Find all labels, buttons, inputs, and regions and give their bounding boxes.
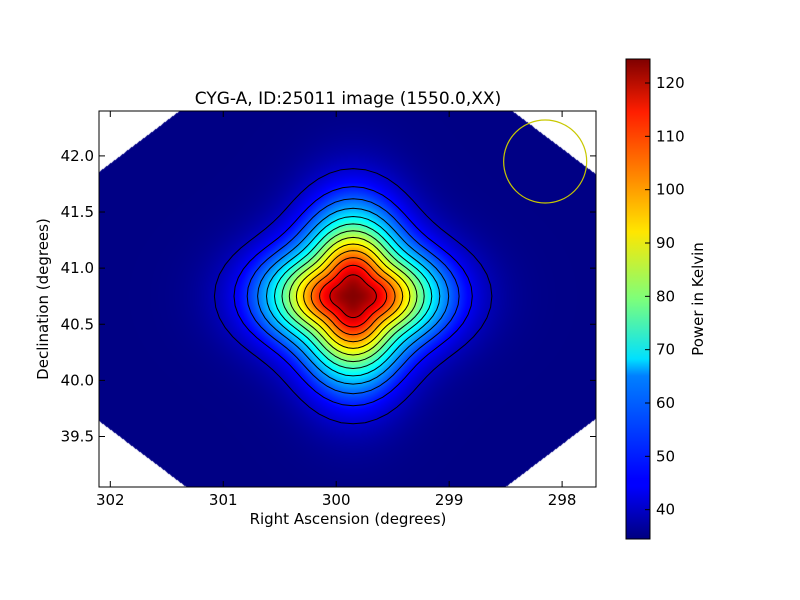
colorbar-gradient	[625, 58, 651, 540]
contour-line	[233, 186, 473, 407]
y-tick-label: 40.5	[61, 315, 94, 333]
colorbar-tick-label: 120	[656, 74, 685, 92]
contour-lines	[213, 168, 493, 425]
x-axis-label: Right Ascension (degrees)	[250, 510, 447, 528]
colorbar-label: Power in Kelvin	[689, 242, 707, 356]
y-tick-label: 41.5	[61, 203, 94, 221]
chart-title: CYG-A, ID:25011 image (1550.0,XX)	[195, 89, 501, 109]
contour-line	[213, 168, 493, 425]
colorbar-tick-label: 60	[656, 394, 675, 412]
contour-line	[265, 215, 441, 377]
contour-line	[246, 198, 460, 395]
colorbar-tick-label: 80	[656, 287, 675, 305]
colorbar: 40 50 60 70 80 90 100 110 120 Power in Kelvin	[625, 58, 707, 540]
colorbar-tick-label: 50	[656, 447, 675, 465]
contour-line	[273, 223, 433, 370]
y-tick-label: 42.0	[61, 147, 94, 165]
colorbar-tick-label: 90	[656, 234, 675, 252]
plot-frame	[98, 110, 597, 488]
x-tick-label: 302	[96, 491, 125, 509]
y-tick-label: 41.0	[61, 259, 94, 277]
contour-line	[295, 243, 411, 349]
heatmap-image	[99, 111, 596, 487]
y-tick-label: 39.5	[61, 427, 94, 445]
colorbar-tick-label: 70	[656, 341, 675, 359]
contour-line	[303, 250, 404, 343]
contour-line	[288, 236, 418, 356]
colorbar-tick-label: 100	[656, 181, 685, 199]
contour-line	[310, 257, 396, 336]
x-tick-label: 300	[322, 491, 351, 509]
colorbar-tick-label: 110	[656, 127, 685, 145]
contour-line	[319, 264, 388, 328]
x-tick-label: 301	[209, 491, 238, 509]
colorbar-tick-label: 40	[656, 501, 675, 519]
contour-line	[257, 207, 450, 385]
x-tick-label: 298	[548, 491, 577, 509]
colorbar-ticks: 40 50 60 70 80 90 100 110 120	[645, 74, 685, 519]
x-axis: 302 301 300 299 298	[96, 111, 576, 509]
y-axis-label: Declination (degrees)	[34, 218, 52, 380]
beam-circle	[503, 119, 588, 204]
contour-line	[329, 274, 377, 319]
y-tick-label: 40.0	[61, 371, 94, 389]
x-tick-label: 299	[435, 491, 464, 509]
y-axis: 39.5 40.0 40.5 41.0 41.5 42.0	[61, 147, 596, 445]
contour-line	[281, 230, 425, 363]
plot-area	[99, 111, 596, 487]
